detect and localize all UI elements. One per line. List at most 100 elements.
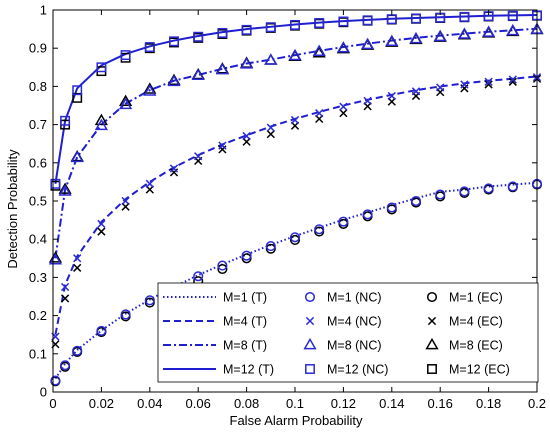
- data-point-m-1-nc: [483, 183, 494, 194]
- legend: M=1 (T) M=1 (NC) M=1 (EC) M=4 (T) M=4 (NC) M=…: [157, 282, 539, 383]
- y-tick-label: 0.9: [29, 41, 47, 56]
- legend-marker-m-4-ec: [427, 316, 437, 326]
- data-point-m-4-ec: [508, 77, 517, 86]
- legend-box: [157, 282, 539, 383]
- data-point-m-12-nc: [120, 50, 131, 61]
- legend-label-m-12-ec: M=12 (EC): [449, 363, 510, 377]
- y-tick-label: 0.6: [29, 155, 47, 170]
- x-tick-label: 0.18: [476, 396, 501, 411]
- legend-label-m-12-t: M=12 (T): [223, 363, 274, 377]
- data-point-m-8-ec: [312, 46, 326, 58]
- data-point-m-1-nc: [50, 375, 61, 386]
- data-point-m-4-ec: [60, 294, 70, 303]
- x-tick-label: 0.06: [186, 396, 211, 411]
- x-tick-label: 0.04: [137, 396, 162, 411]
- data-point-m-1-nc: [314, 224, 325, 235]
- data-point-m-1-nc: [144, 295, 155, 306]
- data-point-m-8-nc: [264, 53, 278, 65]
- legend-label-m-12-nc: M=12 (NC): [327, 363, 388, 377]
- data-point-m-4-nc: [145, 179, 154, 188]
- x-tick-label: 0.12: [331, 396, 356, 411]
- data-point-m-8-nc: [58, 184, 72, 196]
- legend-marker-m-1-ec: [426, 291, 438, 303]
- data-point-m-8-nc: [119, 97, 133, 110]
- data-point-m-4-ec: [97, 227, 106, 236]
- data-point-m-12-nc: [169, 36, 179, 47]
- x-axis-label: False Alarm Probability: [230, 413, 363, 428]
- data-point-m-8-nc: [240, 57, 254, 69]
- legend-label-m-8-t: M=8 (T): [223, 339, 267, 353]
- series-markers-m-8-nc: [48, 22, 544, 265]
- data-point-m-4-nc: [436, 83, 445, 92]
- data-point-m-12-nc: [507, 10, 518, 21]
- legend-label-m-4-ec: M=4 (EC): [449, 315, 503, 329]
- legend-label-m-8-nc: M=8 (NC): [327, 339, 382, 353]
- data-point-m-1-nc: [120, 309, 131, 320]
- series-line-m-8-t: [54, 27, 538, 259]
- data-point-m-4-nc: [218, 141, 227, 150]
- data-point-m-1-nc: [289, 232, 301, 243]
- data-point-m-8-ec: [58, 182, 72, 194]
- legend-label-m-4-t: M=4 (T): [223, 315, 267, 329]
- legend-label-m-1-t: M=1 (T): [223, 291, 267, 305]
- data-point-m-12-nc: [144, 42, 155, 53]
- data-point-m-1-nc: [72, 345, 83, 356]
- y-axis-label: Detection Probability: [5, 149, 20, 269]
- data-point-m-4-nc: [387, 91, 396, 101]
- y-tick-label: 0.3: [29, 270, 47, 285]
- data-point-m-1-nc: [265, 241, 276, 252]
- data-point-m-8-nc: [143, 84, 157, 96]
- x-tick-label: 0.1: [286, 396, 304, 411]
- data-point-m-12-nc: [314, 18, 325, 28]
- data-point-m-1-nc: [60, 360, 71, 371]
- data-point-m-4-ec: [484, 80, 493, 89]
- data-point-m-8-nc: [312, 44, 326, 56]
- data-point-m-1-ec: [241, 253, 252, 264]
- data-point-m-12-nc: [193, 31, 204, 42]
- data-point-m-8-nc: [70, 150, 84, 163]
- y-tick-label: 0.7: [29, 117, 47, 132]
- data-point-m-4-ec: [339, 109, 348, 118]
- data-point-m-8-nc: [167, 74, 181, 87]
- x-tick-label: 0.14: [379, 396, 404, 411]
- data-point-m-8-ec: [119, 94, 133, 107]
- data-point-m-1-nc: [435, 189, 446, 200]
- data-point-m-1-nc: [338, 216, 349, 227]
- data-point-m-12-nc: [217, 27, 228, 38]
- legend-marker-m-12-nc: [305, 364, 315, 374]
- y-tick-label: 0.1: [29, 346, 47, 361]
- data-point-m-8-nc: [361, 37, 375, 50]
- data-point-m-4-nc: [266, 123, 275, 132]
- data-point-m-4-nc: [460, 80, 469, 89]
- data-point-m-4-ec: [73, 263, 82, 272]
- legend-label-m-1-nc: M=1 (NC): [327, 291, 382, 305]
- data-point-m-4-nc: [508, 75, 517, 84]
- data-point-m-1-nc: [386, 202, 397, 213]
- data-point-m-8-nc: [506, 23, 520, 36]
- data-point-m-4-nc: [60, 282, 70, 292]
- data-point-m-12-nc: [72, 85, 83, 96]
- data-point-m-4-nc: [73, 254, 82, 263]
- data-point-m-1-nc: [241, 250, 252, 261]
- data-point-m-4-nc: [315, 109, 324, 118]
- data-point-m-12-nc: [50, 178, 61, 189]
- data-point-m-12-nc: [459, 11, 470, 22]
- data-point-m-12-nc: [265, 22, 276, 33]
- data-point-m-4-nc: [484, 77, 493, 86]
- data-point-m-12-nc: [60, 115, 71, 126]
- data-point-m-4-nc: [121, 196, 130, 206]
- data-point-m-4-nc: [411, 87, 421, 96]
- data-point-m-8-nc: [94, 118, 108, 131]
- plot-area: [48, 10, 544, 387]
- y-tick-label: 1: [40, 3, 47, 18]
- y-tick-label: 0: [40, 385, 47, 400]
- data-point-m-4-nc: [242, 131, 251, 141]
- x-tick-label: 0.16: [428, 396, 453, 411]
- data-point-m-8-nc: [482, 25, 496, 37]
- data-point-m-1-ec: [217, 263, 228, 275]
- data-point-m-12-nc: [338, 16, 349, 27]
- data-point-m-4-nc: [290, 115, 300, 125]
- legend-marker-m-8-ec: [425, 337, 439, 350]
- data-point-m-4-nc: [169, 164, 179, 173]
